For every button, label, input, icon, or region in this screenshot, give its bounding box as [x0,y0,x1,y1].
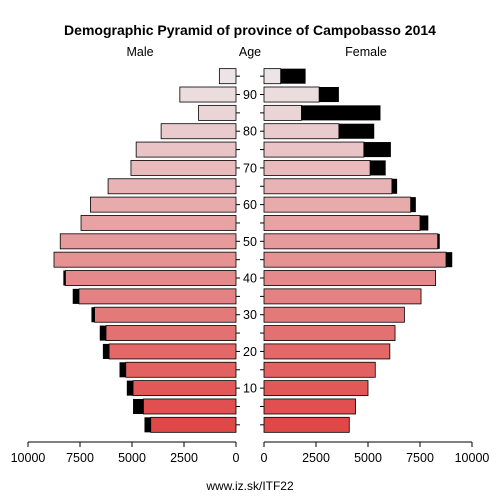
female-bar [263,325,396,341]
female-axis-tick-label: 0 [261,451,268,465]
female-x-axis: 0 2500 5000 7500 10000 [261,441,490,465]
female-bar [263,196,412,213]
female-bar [263,380,369,397]
age-header: Age [239,45,261,59]
female-bars [263,68,453,433]
male-bar [108,343,237,360]
male-bar [198,104,237,121]
male-bar [80,215,237,231]
chart-title: Demographic Pyramid of province of Campo… [64,22,436,38]
male-bar [150,416,237,433]
female-bar [263,86,320,103]
age-tick-label: 10 [243,382,257,396]
female-axis-tick-label: 7500 [406,451,434,465]
male-bar [65,270,237,286]
source-caption: www.iz.sk/ITF22 [205,479,294,493]
male-axis-tick-label: 0 [233,451,240,465]
male-bar [90,196,237,213]
female-bar [263,343,391,360]
female-bar [263,270,437,286]
male-header: Male [126,45,153,59]
male-axis-tick-label: 5000 [118,451,146,465]
male-bar [78,288,237,305]
male-bar [132,380,237,397]
male-bar [218,68,237,85]
age-tick-label: 70 [243,161,257,175]
male-bars [53,68,237,433]
female-axis-tick-label: 2500 [302,451,330,465]
male-axis-tick-label: 10000 [11,451,46,465]
female-bar [263,178,393,195]
male-bar [160,123,237,140]
female-bar [263,141,365,158]
male-bar [143,398,237,415]
male-bar [105,325,237,341]
age-tick-label: 60 [243,198,257,212]
female-header: Female [345,45,387,59]
age-tick-label: 30 [243,308,257,322]
female-bar [263,251,447,268]
age-tick-label: 80 [243,125,257,139]
female-bar [263,288,422,305]
male-bar [130,160,237,176]
male-bar [94,306,237,323]
female-bar [263,233,439,250]
female-axis-tick-label: 5000 [354,451,382,465]
male-x-axis: 0 2500 5000 7500 10000 [11,441,240,465]
male-bar [125,361,237,378]
male-bar [107,178,237,195]
female-axis-tick-label: 10000 [455,451,490,465]
female-bar [263,361,376,378]
age-tick-label: 40 [243,272,257,286]
female-bar [263,416,350,433]
age-axis: 10 20 30 40 50 60 70 80 90 [236,75,264,426]
male-axis-tick-label: 2500 [170,451,198,465]
female-bar [263,104,302,121]
age-tick-label: 90 [243,88,257,102]
female-bar [263,123,340,140]
female-bar [263,160,371,176]
male-bar [179,86,237,103]
female-bar [263,215,421,231]
age-tick-label: 20 [243,345,257,359]
male-bar [135,141,237,158]
female-bar [263,398,356,415]
male-bar [53,251,237,268]
female-bar [263,68,282,85]
age-tick-label: 50 [243,235,257,249]
male-axis-tick-label: 7500 [66,451,94,465]
male-bar [59,233,237,250]
female-bar [263,306,405,323]
